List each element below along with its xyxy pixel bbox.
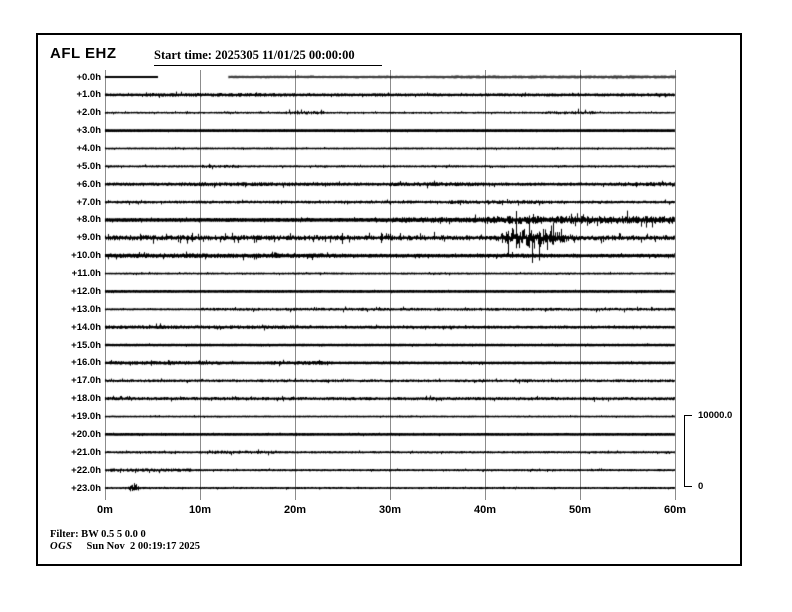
hour-label: +20.0h — [71, 428, 101, 440]
amplitude-scale-max: 10000.0 — [698, 410, 733, 421]
hour-label: +21.0h — [71, 446, 101, 458]
minute-label: 60m — [663, 504, 687, 516]
hour-label: +17.0h — [71, 375, 101, 387]
minute-label: 0m — [97, 504, 113, 516]
hour-label: +0.0h — [76, 71, 101, 83]
hour-label: +16.0h — [71, 357, 101, 369]
hour-label: +10.0h — [71, 250, 101, 262]
hour-label: +1.0h — [76, 89, 101, 101]
hour-label: +22.0h — [71, 464, 101, 476]
seismogram-traces — [95, 64, 687, 508]
minute-label: 30m — [378, 504, 402, 516]
hour-label: +4.0h — [76, 142, 101, 154]
station-title: AFL EHZ — [50, 45, 117, 62]
footer-line: OGS Sun Nov 2 00:19:17 2025 — [50, 541, 200, 552]
minute-label: 10m — [188, 504, 212, 516]
filter-label: Filter: BW 0.5 5 0.0 0 — [50, 529, 146, 540]
amplitude-scale-top-tick — [684, 415, 692, 416]
agency-label: OGS — [50, 541, 73, 552]
timestamp-label: Sun Nov 2 00:19:17 2025 — [86, 541, 200, 552]
hour-label: +8.0h — [76, 214, 101, 226]
hour-label: +15.0h — [71, 339, 101, 351]
start-time-label: Start time: 2025305 11/01/25 00:00:00 — [154, 48, 355, 62]
amplitude-scale-bottom-tick — [684, 486, 692, 487]
hour-label: +2.0h — [76, 107, 101, 119]
hour-label: +12.0h — [71, 285, 101, 297]
hour-label: +19.0h — [71, 411, 101, 423]
hour-label: +18.0h — [71, 393, 101, 405]
hour-label: +9.0h — [76, 232, 101, 244]
hour-label: +13.0h — [71, 303, 101, 315]
minute-label: 20m — [283, 504, 307, 516]
hour-label: +6.0h — [76, 178, 101, 190]
minute-label: 40m — [473, 504, 497, 516]
amplitude-scale-bracket — [684, 415, 685, 487]
hour-label: +3.0h — [76, 125, 101, 137]
hour-label: +11.0h — [71, 268, 101, 280]
hour-label: +23.0h — [71, 482, 101, 494]
hour-label: +14.0h — [71, 321, 101, 333]
amplitude-scale-min: 0 — [698, 481, 704, 492]
hour-label: +7.0h — [76, 196, 101, 208]
minute-label: 50m — [568, 504, 592, 516]
hour-label: +5.0h — [76, 160, 101, 172]
